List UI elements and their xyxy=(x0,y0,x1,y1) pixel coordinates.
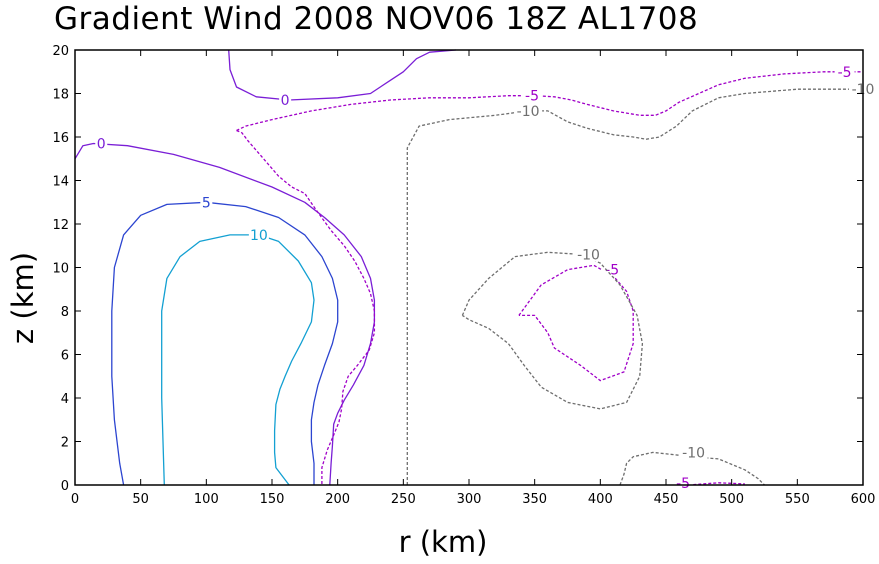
x-tick-label: 0 xyxy=(71,492,79,507)
contour-label: 5 xyxy=(202,195,211,211)
contour-line xyxy=(228,49,456,101)
y-tick-label: 6 xyxy=(61,349,69,364)
contour-label-bg xyxy=(834,62,855,79)
contour-label-bg xyxy=(248,225,269,242)
contour-line xyxy=(161,234,315,486)
y-tick-label: 20 xyxy=(52,44,69,59)
contour-label: 10 xyxy=(250,228,268,244)
y-axis-label: z (km) xyxy=(6,252,40,344)
contour-label-bg xyxy=(602,260,623,277)
x-tick-label: 150 xyxy=(260,492,285,507)
contour-line xyxy=(236,129,376,485)
contour-level-10: 10 xyxy=(161,225,315,486)
chart-title: Gradient Wind 2008 NOV06 18Z AL1708 xyxy=(54,1,698,37)
contour-label-bg xyxy=(522,86,543,103)
y-tick-label: 10 xyxy=(52,262,69,277)
contour-label: -10 xyxy=(577,247,600,263)
contour-line xyxy=(236,71,863,132)
y-tick-label: 8 xyxy=(61,305,69,320)
y-tick-label: 2 xyxy=(61,436,69,451)
tick-layer: 0 50 100 150 200 250 300 350 400 450 500 550 6000246… xyxy=(52,44,875,507)
x-tick-label: 250 xyxy=(391,492,416,507)
contour-label: -5 xyxy=(838,65,852,81)
x-tick-label: 550 xyxy=(785,492,810,507)
contour-line xyxy=(518,264,634,382)
x-tick-label: 300 xyxy=(457,492,482,507)
contour-level-neg10: -10-10-10-10 xyxy=(406,80,877,486)
x-tick-label: 400 xyxy=(588,492,613,507)
contour-label-bg xyxy=(200,193,213,210)
contour-label: 0 xyxy=(281,93,290,109)
contour-label-bg xyxy=(95,134,108,151)
contour-line xyxy=(461,251,644,410)
contour-level-neg5: -5 -5 -5 -5 xyxy=(236,62,863,492)
x-axis-label: r (km) xyxy=(399,525,488,559)
x-tick-label: 600 xyxy=(851,492,876,507)
contour-label-bg xyxy=(514,101,543,118)
contour-label-bg xyxy=(574,245,603,262)
contour-label-bg xyxy=(679,443,708,460)
y-tick-label: 4 xyxy=(61,392,69,407)
contour-line xyxy=(74,142,376,486)
x-tick-label: 50 xyxy=(132,492,149,507)
contour-label-bg xyxy=(673,473,694,490)
x-tick-label: 200 xyxy=(325,492,350,507)
contour-label: -5 xyxy=(676,476,690,492)
y-tick-label: 18 xyxy=(52,88,69,103)
contour-label: -5 xyxy=(605,263,619,279)
contour-label: -10 xyxy=(517,104,540,120)
x-tick-label: 350 xyxy=(522,492,547,507)
contour-label: 0 xyxy=(97,137,106,153)
contour-line xyxy=(619,451,765,486)
y-tick-label: 14 xyxy=(52,175,69,190)
plot-frame xyxy=(74,49,864,486)
x-tick-label: 100 xyxy=(194,492,219,507)
y-tick-label: 16 xyxy=(52,131,69,146)
contour-level-0: 00 xyxy=(74,49,456,486)
contour-label-bg xyxy=(279,91,292,108)
y-tick-label: 0 xyxy=(61,479,69,494)
x-tick-label: 450 xyxy=(654,492,679,507)
contour-label: -10 xyxy=(682,445,705,461)
x-tick-label: 500 xyxy=(719,492,744,507)
contour-line xyxy=(406,88,863,485)
contour-line xyxy=(111,201,339,486)
contour-level-5: 5 xyxy=(111,193,339,486)
contour-label: -5 xyxy=(525,89,539,105)
y-tick-label: 12 xyxy=(52,218,69,233)
